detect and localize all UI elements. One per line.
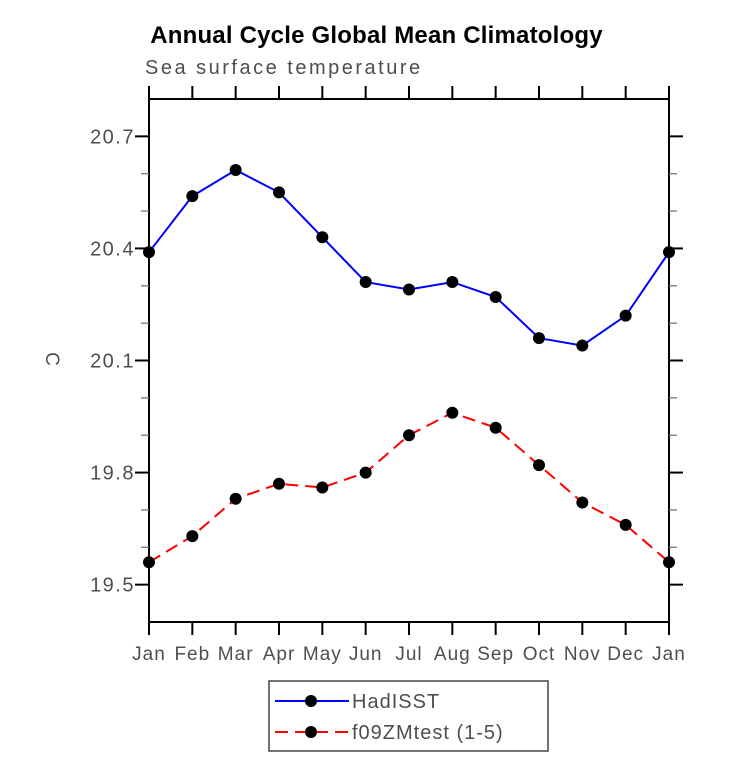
- data-point-marker: [619, 518, 632, 531]
- data-point-marker: [186, 530, 199, 543]
- y-tick-label: 20.1: [90, 351, 135, 373]
- data-point-marker: [143, 556, 155, 569]
- x-tick-label: Jan: [652, 644, 686, 665]
- data-point-marker: [229, 163, 242, 176]
- data-point-marker: [403, 283, 415, 296]
- y-tick-label: 20.7: [90, 126, 135, 148]
- data-point-marker: [316, 481, 329, 494]
- x-tick-label: Jul: [395, 644, 422, 665]
- x-tick-label: Nov: [564, 644, 601, 665]
- data-point-marker: [186, 190, 199, 203]
- data-point-marker: [359, 466, 372, 479]
- data-point-marker: [446, 276, 459, 289]
- legend-marker: [305, 695, 317, 707]
- y-tick-label: 19.8: [90, 463, 135, 485]
- series-line-0: [148, 168, 670, 347]
- data-point-marker: [359, 276, 372, 289]
- x-tick-label: Jan: [132, 644, 166, 665]
- legend-label: f09ZMtest (1-5): [352, 722, 504, 744]
- x-tick-label: Apr: [263, 644, 296, 665]
- chart-subtitle: Sea surface temperature: [145, 57, 423, 79]
- data-point-marker: [273, 477, 285, 490]
- data-point-marker: [576, 339, 589, 352]
- x-tick-label: Dec: [607, 644, 644, 665]
- x-tick-label: Feb: [174, 644, 210, 665]
- data-point-marker: [403, 429, 415, 442]
- x-tick-label: Oct: [523, 644, 556, 665]
- legend-label: HadISST: [352, 691, 440, 713]
- legend-marker: [305, 726, 317, 738]
- x-tick-label: Mar: [218, 644, 254, 665]
- data-point-marker: [576, 496, 589, 509]
- data-point-marker: [619, 309, 632, 322]
- data-point-marker: [489, 290, 502, 303]
- data-point-marker: [316, 231, 329, 244]
- data-point-marker: [489, 421, 502, 434]
- x-tick-label: Jun: [349, 644, 383, 665]
- y-tick-label: 19.5: [90, 575, 135, 597]
- data-point-marker: [229, 492, 242, 505]
- x-tick-label: Aug: [434, 644, 471, 665]
- data-point-marker: [533, 332, 545, 345]
- y-tick-label: 20.4: [90, 238, 135, 260]
- data-point-marker: [273, 186, 285, 199]
- data-point-marker: [663, 556, 675, 569]
- chart-title: Annual Cycle Global Mean Climatology: [150, 22, 603, 49]
- data-point-marker: [663, 246, 675, 259]
- data-point-marker: [533, 459, 545, 472]
- plot-frame: [148, 98, 670, 623]
- x-tick-label: May: [303, 644, 342, 665]
- data-point-marker: [446, 406, 459, 419]
- legend-box: [268, 680, 549, 752]
- x-tick-label: Sep: [477, 644, 514, 665]
- y-axis-label: C: [40, 352, 62, 366]
- data-point-marker: [143, 246, 155, 259]
